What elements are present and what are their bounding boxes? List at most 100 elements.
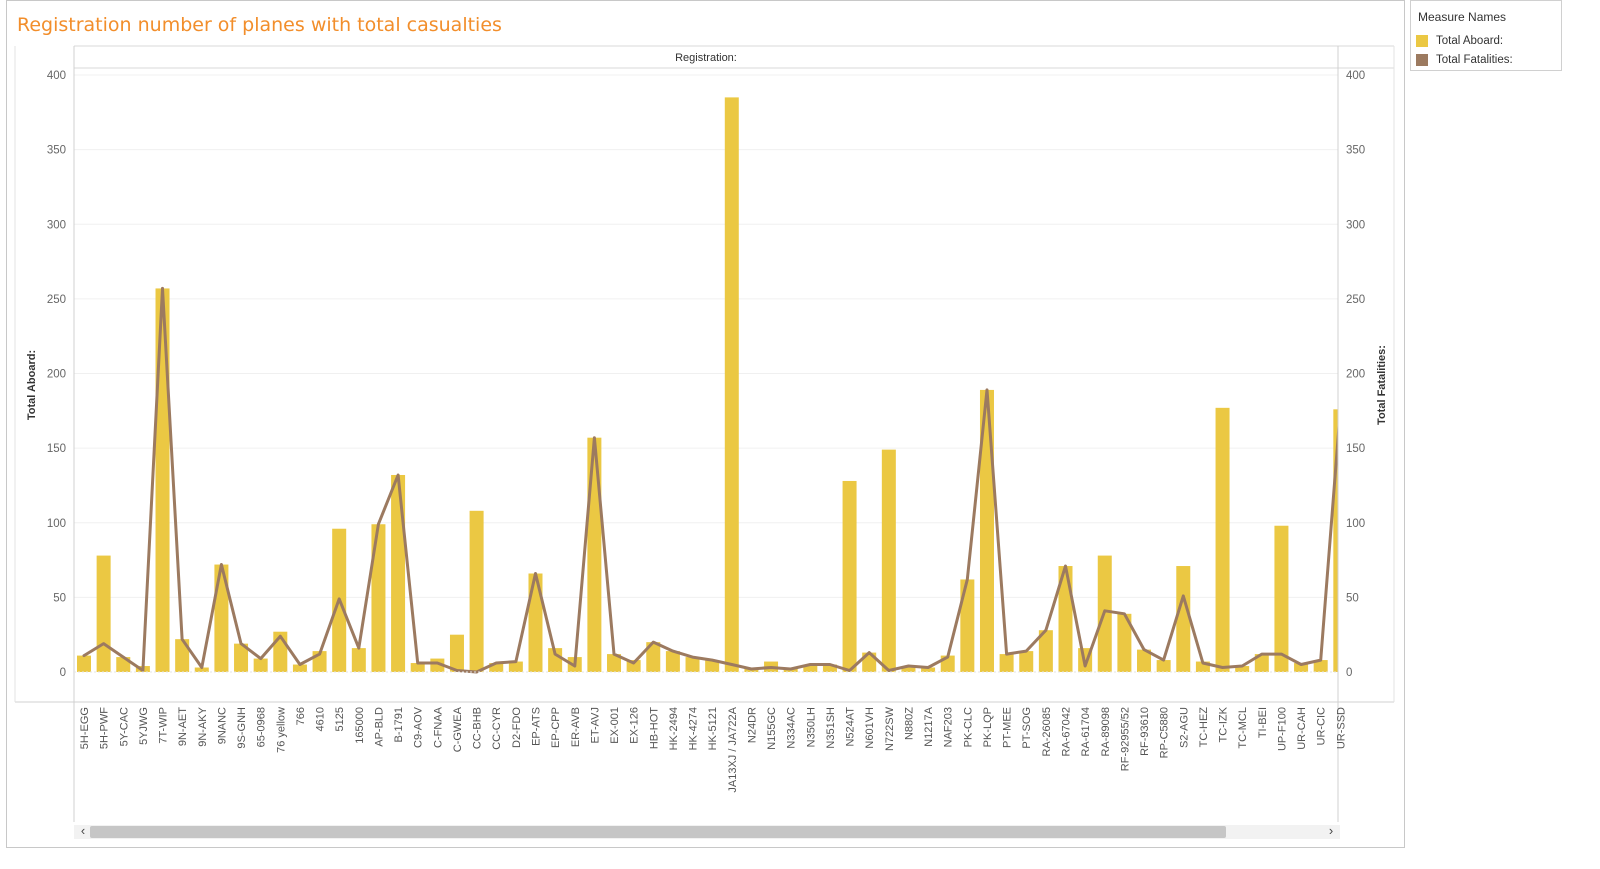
x-tick-label: HB-HOT [648, 707, 660, 749]
x-tick-label: RA-61704 [1080, 707, 1092, 757]
x-tick-label: N880Z [903, 707, 915, 740]
x-tick-label: EX-126 [629, 707, 641, 744]
point-total-fatalities [887, 669, 891, 672]
point-total-fatalities [652, 640, 655, 644]
bar-total-aboard [371, 524, 386, 672]
x-tick-label: N1217A [923, 706, 935, 746]
bar-total-aboard [1038, 630, 1053, 672]
legend-label-total-fatalities: Total Fatalities: [1436, 54, 1513, 66]
point-total-fatalities [122, 655, 125, 659]
x-tick-label: B-1791 [393, 707, 405, 742]
x-tick-label: 5125 [334, 707, 346, 731]
bar-total-aboard [705, 660, 720, 672]
bar-total-aboard [1254, 654, 1269, 672]
x-tick-label: UP-F100 [1276, 707, 1288, 751]
point-total-fatalities [200, 666, 203, 669]
legend: Measure Names Total Aboard: Total Fatali… [1410, 0, 1562, 71]
x-tick-label: N722SW [884, 706, 896, 751]
legend-item-total-aboard[interactable]: Total Aboard: [1416, 34, 1503, 48]
x-tick-label: 9NANC [216, 707, 228, 744]
x-tick-label: 9S-GNH [236, 707, 248, 749]
chevron-right-icon[interactable]: › [1328, 823, 1334, 838]
x-tick-label: CC-CYR [491, 707, 503, 750]
point-total-fatalities [789, 667, 792, 671]
x-tick-label: HK-5121 [707, 707, 719, 750]
y-axis-title-left: Total Aboard: [26, 350, 38, 420]
point-total-fatalities [298, 663, 302, 666]
x-tick-label: RA-89098 [1100, 707, 1112, 757]
point-total-fatalities [769, 666, 773, 669]
x-tick-label: RP-C5880 [1159, 707, 1171, 758]
point-total-fatalities [1221, 666, 1224, 669]
tick-labels: Registration: 0 0 50 50 100 100 150 150 200 200 250… [26, 52, 1388, 793]
point-total-fatalities [141, 669, 145, 672]
bar-total-aboard [351, 648, 366, 672]
bar-total-aboard [1294, 663, 1309, 672]
bar-total-aboard [449, 634, 464, 672]
point-total-fatalities [1339, 408, 1341, 410]
bar-total-aboard [548, 648, 563, 672]
y-tick-left: 300 [47, 219, 66, 231]
x-tick-label: RA-26085 [1041, 707, 1053, 757]
scrollbar-thumb[interactable] [90, 826, 1226, 838]
x-tick-label: HK-2494 [668, 707, 680, 750]
x-tick-label: C-FNAA [432, 706, 444, 748]
x-tick-label: 9N-AKY [197, 706, 209, 746]
point-total-fatalities [220, 563, 223, 566]
point-total-fatalities [396, 473, 400, 477]
bar-total-aboard [1137, 649, 1152, 672]
chart-title: Registration number of planes with total… [17, 14, 502, 36]
x-tick-label: S2-AGU [1178, 707, 1190, 748]
point-total-fatalities [1064, 564, 1067, 568]
x-tick-label: 76 yellow [275, 707, 287, 753]
point-total-fatalities [82, 654, 86, 657]
y-axis-title-right: Total Fatalities: [1376, 345, 1388, 425]
legend-item-total-fatalities[interactable]: Total Fatalities: [1416, 53, 1513, 67]
x-tick-label: UR-SSD [1335, 707, 1347, 749]
bar-total-aboard [234, 643, 249, 672]
y-tick-left: 0 [60, 667, 66, 679]
bar-total-aboard [1333, 409, 1338, 672]
bar-total-aboard [685, 657, 700, 672]
x-tick-label: N351SH [825, 707, 837, 749]
x-tick-label: C-GWEA [452, 706, 464, 752]
bar-total-aboard [1176, 566, 1191, 672]
x-tick-label: D2-FDO [511, 707, 523, 748]
chevron-left-icon[interactable]: ‹ [80, 823, 86, 838]
bar-total-aboard [253, 658, 268, 672]
point-total-fatalities [1162, 658, 1165, 662]
x-tick-label: ER-AVB [570, 707, 582, 747]
y-tick-right: 50 [1346, 592, 1359, 604]
point-total-fatalities [1083, 664, 1087, 668]
point-total-fatalities [475, 670, 478, 674]
x-tick-label: UR-CAH [1296, 707, 1308, 750]
bar-total-aboard [881, 449, 896, 672]
horizontal-scrollbar[interactable]: ‹ › [74, 823, 1340, 839]
bar-total-aboard [724, 97, 739, 672]
x-tick-label: RA-67042 [1061, 707, 1073, 757]
point-total-fatalities [180, 637, 184, 641]
gridlines [74, 74, 1338, 598]
point-total-fatalities [337, 597, 341, 601]
bar-total-aboard [194, 667, 209, 672]
point-total-fatalities [239, 642, 243, 645]
legend-label-total-aboard: Total Aboard: [1436, 35, 1504, 47]
line-total-fatalities [82, 286, 1341, 674]
x-tick-label: PK-LQP [982, 707, 994, 747]
y-tick-right: 300 [1346, 219, 1365, 231]
y-tick-right: 0 [1346, 667, 1352, 679]
axes [14, 45, 1395, 822]
y-tick-left: 400 [47, 70, 66, 82]
line-total-fatalities-path [82, 286, 1338, 674]
bar-total-aboard [665, 651, 680, 672]
point-total-fatalities [1319, 658, 1322, 662]
point-total-fatalities [416, 661, 419, 665]
bar-total-aboard [744, 669, 759, 672]
x-tick-label: EP-ATS [530, 707, 542, 746]
bar-total-aboard [901, 667, 916, 672]
point-total-fatalities [318, 652, 321, 656]
point-total-fatalities [1201, 661, 1205, 665]
bar-total-aboard [77, 655, 91, 672]
bar-total-aboard [803, 664, 818, 672]
